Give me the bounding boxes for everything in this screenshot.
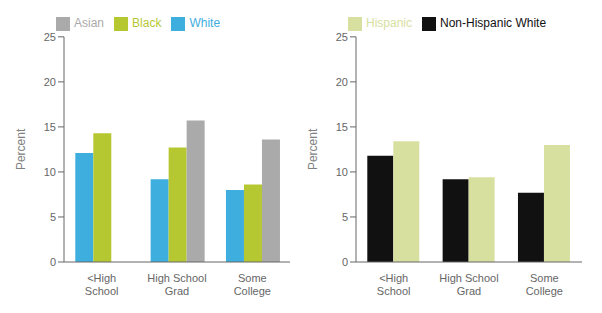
svg-text:SomeCollege: SomeCollege <box>526 272 563 297</box>
svg-text:15: 15 <box>44 121 56 133</box>
svg-text:High SchoolGrad: High SchoolGrad <box>439 272 498 297</box>
svg-text:Percent: Percent <box>306 128 320 170</box>
svg-text:25: 25 <box>336 31 348 43</box>
html-text:Asian: Asian <box>74 16 104 30</box>
svg-text:0: 0 <box>342 256 348 268</box>
html-text:White: White <box>189 16 221 30</box>
svg-text:0: 0 <box>50 256 56 268</box>
svg-text:5: 5 <box>50 211 56 223</box>
svg-text:10: 10 <box>44 166 56 178</box>
svg-text:<HighSchool: <HighSchool <box>377 272 411 297</box>
svg-text:10: 10 <box>336 166 348 178</box>
svg-text:High SchoolGrad: High SchoolGrad <box>147 272 206 297</box>
svg-text:5: 5 <box>342 211 348 223</box>
svg-text:15: 15 <box>336 121 348 133</box>
html-text:Hispanic: Hispanic <box>366 16 412 30</box>
html-text:Non-Hispanic White: Non-Hispanic White <box>440 16 547 30</box>
html-text:Black: Black <box>132 16 162 30</box>
svg-text:25: 25 <box>44 31 56 43</box>
svg-text:20: 20 <box>44 76 56 88</box>
svg-text:20: 20 <box>336 76 348 88</box>
svg-text:SomeCollege: SomeCollege <box>234 272 271 297</box>
svg-text:Percent: Percent <box>14 128 28 170</box>
svg-text:<HighSchool: <HighSchool <box>85 272 119 297</box>
